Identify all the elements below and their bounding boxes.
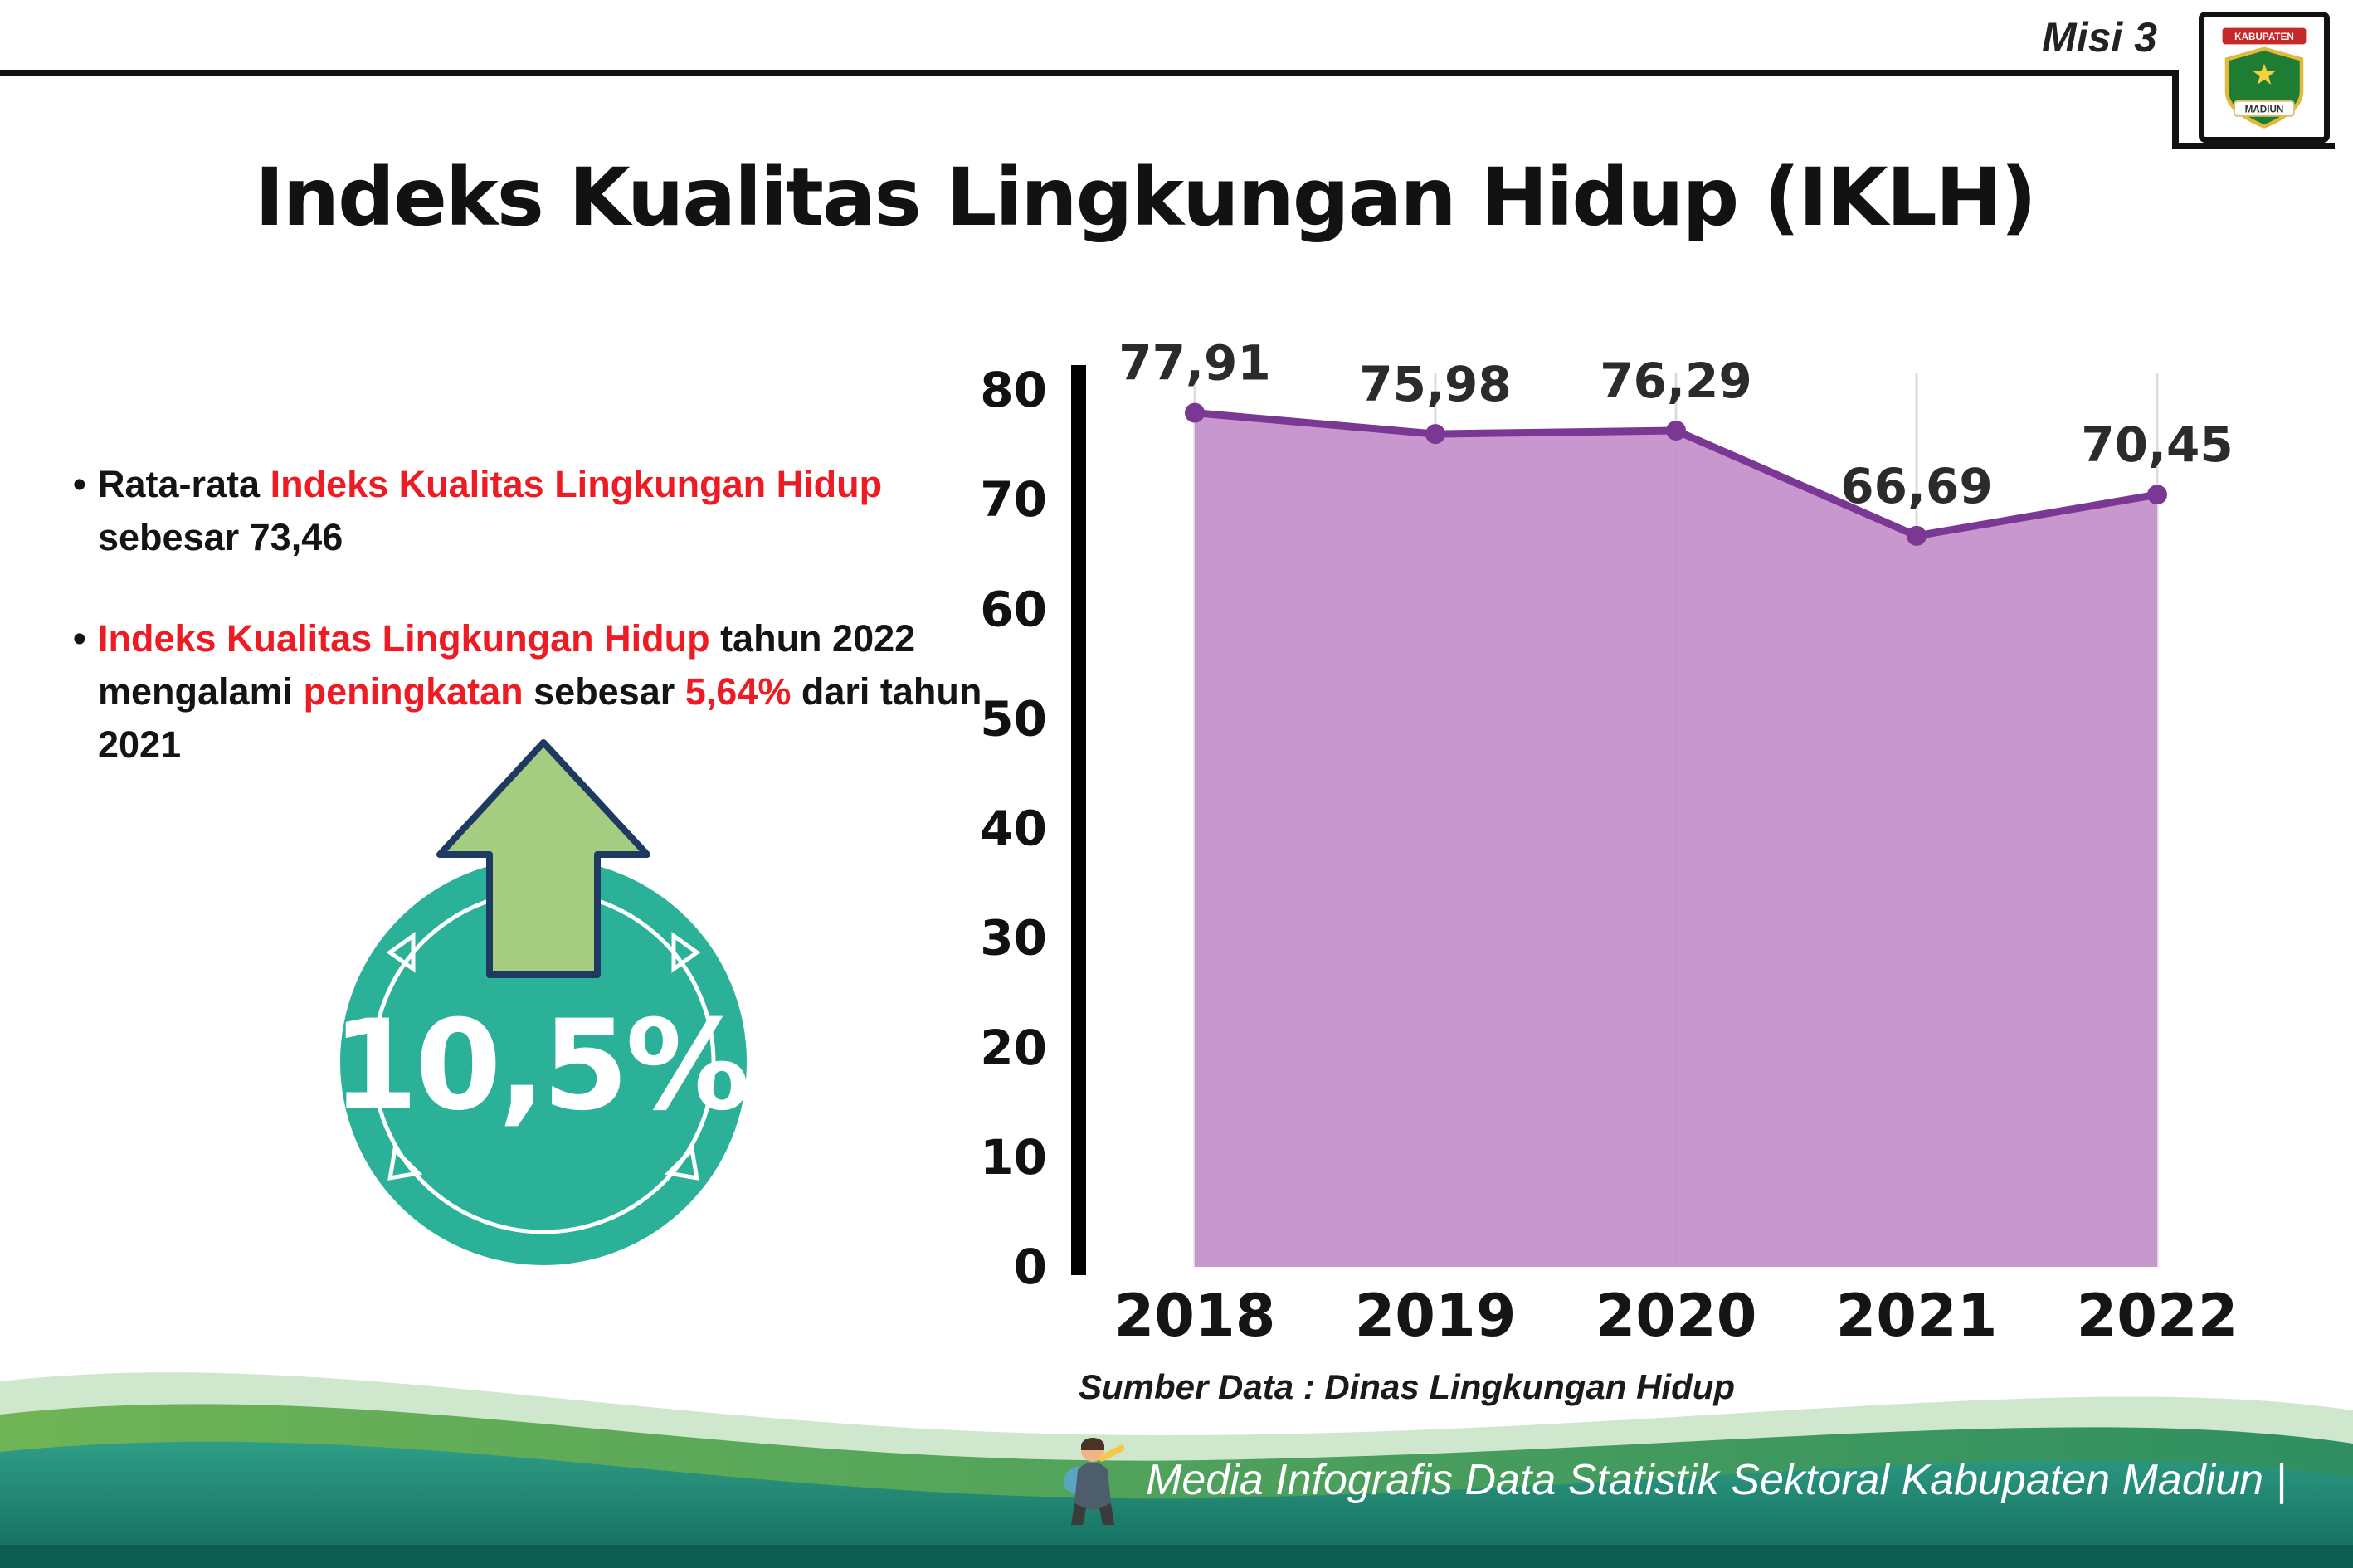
footer-wave-decoration	[0, 1372, 2353, 1568]
footer-caption: Media Infografis Data Statistik Sektoral…	[1146, 1456, 2287, 1504]
x-tick-label: 2019	[1355, 1282, 1517, 1350]
kabupaten-madiun-emblem: KABUPATEN MADIUN	[2199, 12, 2330, 143]
y-tick-label: 40	[980, 801, 1047, 857]
bullet-text-segment-red: 5,64%	[684, 670, 792, 713]
bullet-item-increase: Indeks Kualitas Lingkungan Hidup tahun 2…	[73, 612, 1002, 772]
data-point-label: 66,69	[1840, 458, 1992, 514]
footer: Media Infografis Data Statistik Sektoral…	[1050, 1432, 2287, 1528]
bullet-text-segment-red: peningkatan	[303, 670, 524, 713]
iklh-area-chart-svg: 0 10 20 30 40 50 60 70 80 77,91 2018 75,98 2019 76,29…	[980, 335, 2239, 1350]
x-tick-label: 2022	[2077, 1282, 2239, 1350]
bullet-text-segment: Rata-rata	[98, 463, 270, 505]
increase-badge: 10,5%	[307, 730, 772, 1278]
ring-triangle-icon	[671, 932, 701, 973]
y-tick-label: 30	[980, 910, 1047, 967]
bullet-text-segment: dari tahun 2021	[98, 670, 982, 766]
data-point-marker	[1185, 402, 1205, 423]
source-note: Sumber Data : Dinas Lingkungan Hidup	[1079, 1367, 1736, 1406]
increase-badge-graphic	[340, 739, 747, 1265]
header-rule	[0, 70, 2172, 76]
y-tick-label: 70	[980, 471, 1047, 528]
bullet-list: Rata-rata Indeks Kualitas Lingkungan Hid…	[73, 458, 1002, 819]
y-tick-label: 20	[980, 1020, 1047, 1076]
data-point-label: 75,98	[1359, 356, 1511, 412]
bullet-item-average: Rata-rata Indeks Kualitas Lingkungan Hid…	[73, 458, 1002, 564]
ring-triangle-icon	[664, 1145, 699, 1181]
header-rule-corner-vertical	[2172, 70, 2179, 149]
x-tick-label: 2018	[1114, 1282, 1276, 1350]
data-point-marker	[1425, 424, 1445, 445]
badge-circle	[340, 859, 747, 1265]
iklh-area-chart: 0 10 20 30 40 50 60 70 80 77,91 2018 75,98 2019 76,29…	[946, 299, 2257, 1394]
wave-bottom-strip	[0, 1545, 2353, 1568]
data-point-marker	[1666, 421, 1686, 441]
data-point-label: 77,91	[1118, 335, 1270, 392]
x-tick-label: 2020	[1595, 1282, 1757, 1350]
ring-triangle-icon	[387, 1145, 423, 1181]
data-point-marker	[1907, 525, 1927, 546]
increase-percentage-value: 10,5%	[331, 994, 750, 1138]
bullet-text-segment: sebesar 73,46	[98, 515, 343, 558]
y-tick-label: 50	[980, 690, 1047, 747]
area-fill	[1195, 412, 2157, 1267]
bullet-text-segment-red: Indeks Kualitas Lingkungan Hidup	[270, 463, 883, 505]
bullet-text: Indeks Kualitas Lingkungan Hidup tahun 2…	[73, 612, 1002, 772]
wave-teal	[0, 1441, 2353, 1568]
data-point-label: 70,45	[2081, 416, 2233, 473]
data-point-label: 76,29	[1600, 353, 1751, 409]
misi-label: Misi 3	[2042, 14, 2157, 61]
y-tick-label: 80	[980, 362, 1047, 418]
page-title: Indeks Kualitas Lingkungan Hidup (IKLH)	[255, 151, 2037, 245]
header-rule-corner-horizontal	[2172, 143, 2335, 149]
emblem-text-top: KABUPATEN	[2234, 32, 2294, 42]
ring-triangle-icon	[386, 932, 416, 973]
x-tick-label: 2021	[1836, 1282, 1998, 1350]
bullet-text-segment: tahun 2022 mengalami	[98, 616, 916, 713]
bullet-text: Rata-rata Indeks Kualitas Lingkungan Hid…	[73, 458, 1002, 564]
bullet-text-segment: sebesar	[523, 670, 685, 713]
y-tick-label: 10	[980, 1129, 1047, 1186]
up-arrow-icon	[436, 739, 650, 978]
emblem-crest-icon: KABUPATEN MADIUN	[2222, 27, 2307, 129]
y-axis-line	[1071, 365, 1086, 1275]
mascot-icon	[1064, 1438, 1125, 1525]
data-point-marker	[2147, 485, 2167, 505]
y-tick-label: 0	[1014, 1239, 1047, 1295]
y-tick-label: 60	[980, 581, 1047, 637]
emblem-text-bottom: MADIUN	[2245, 104, 2284, 114]
bullet-text-segment-red: Indeks Kualitas Lingkungan Hidup	[98, 616, 710, 660]
